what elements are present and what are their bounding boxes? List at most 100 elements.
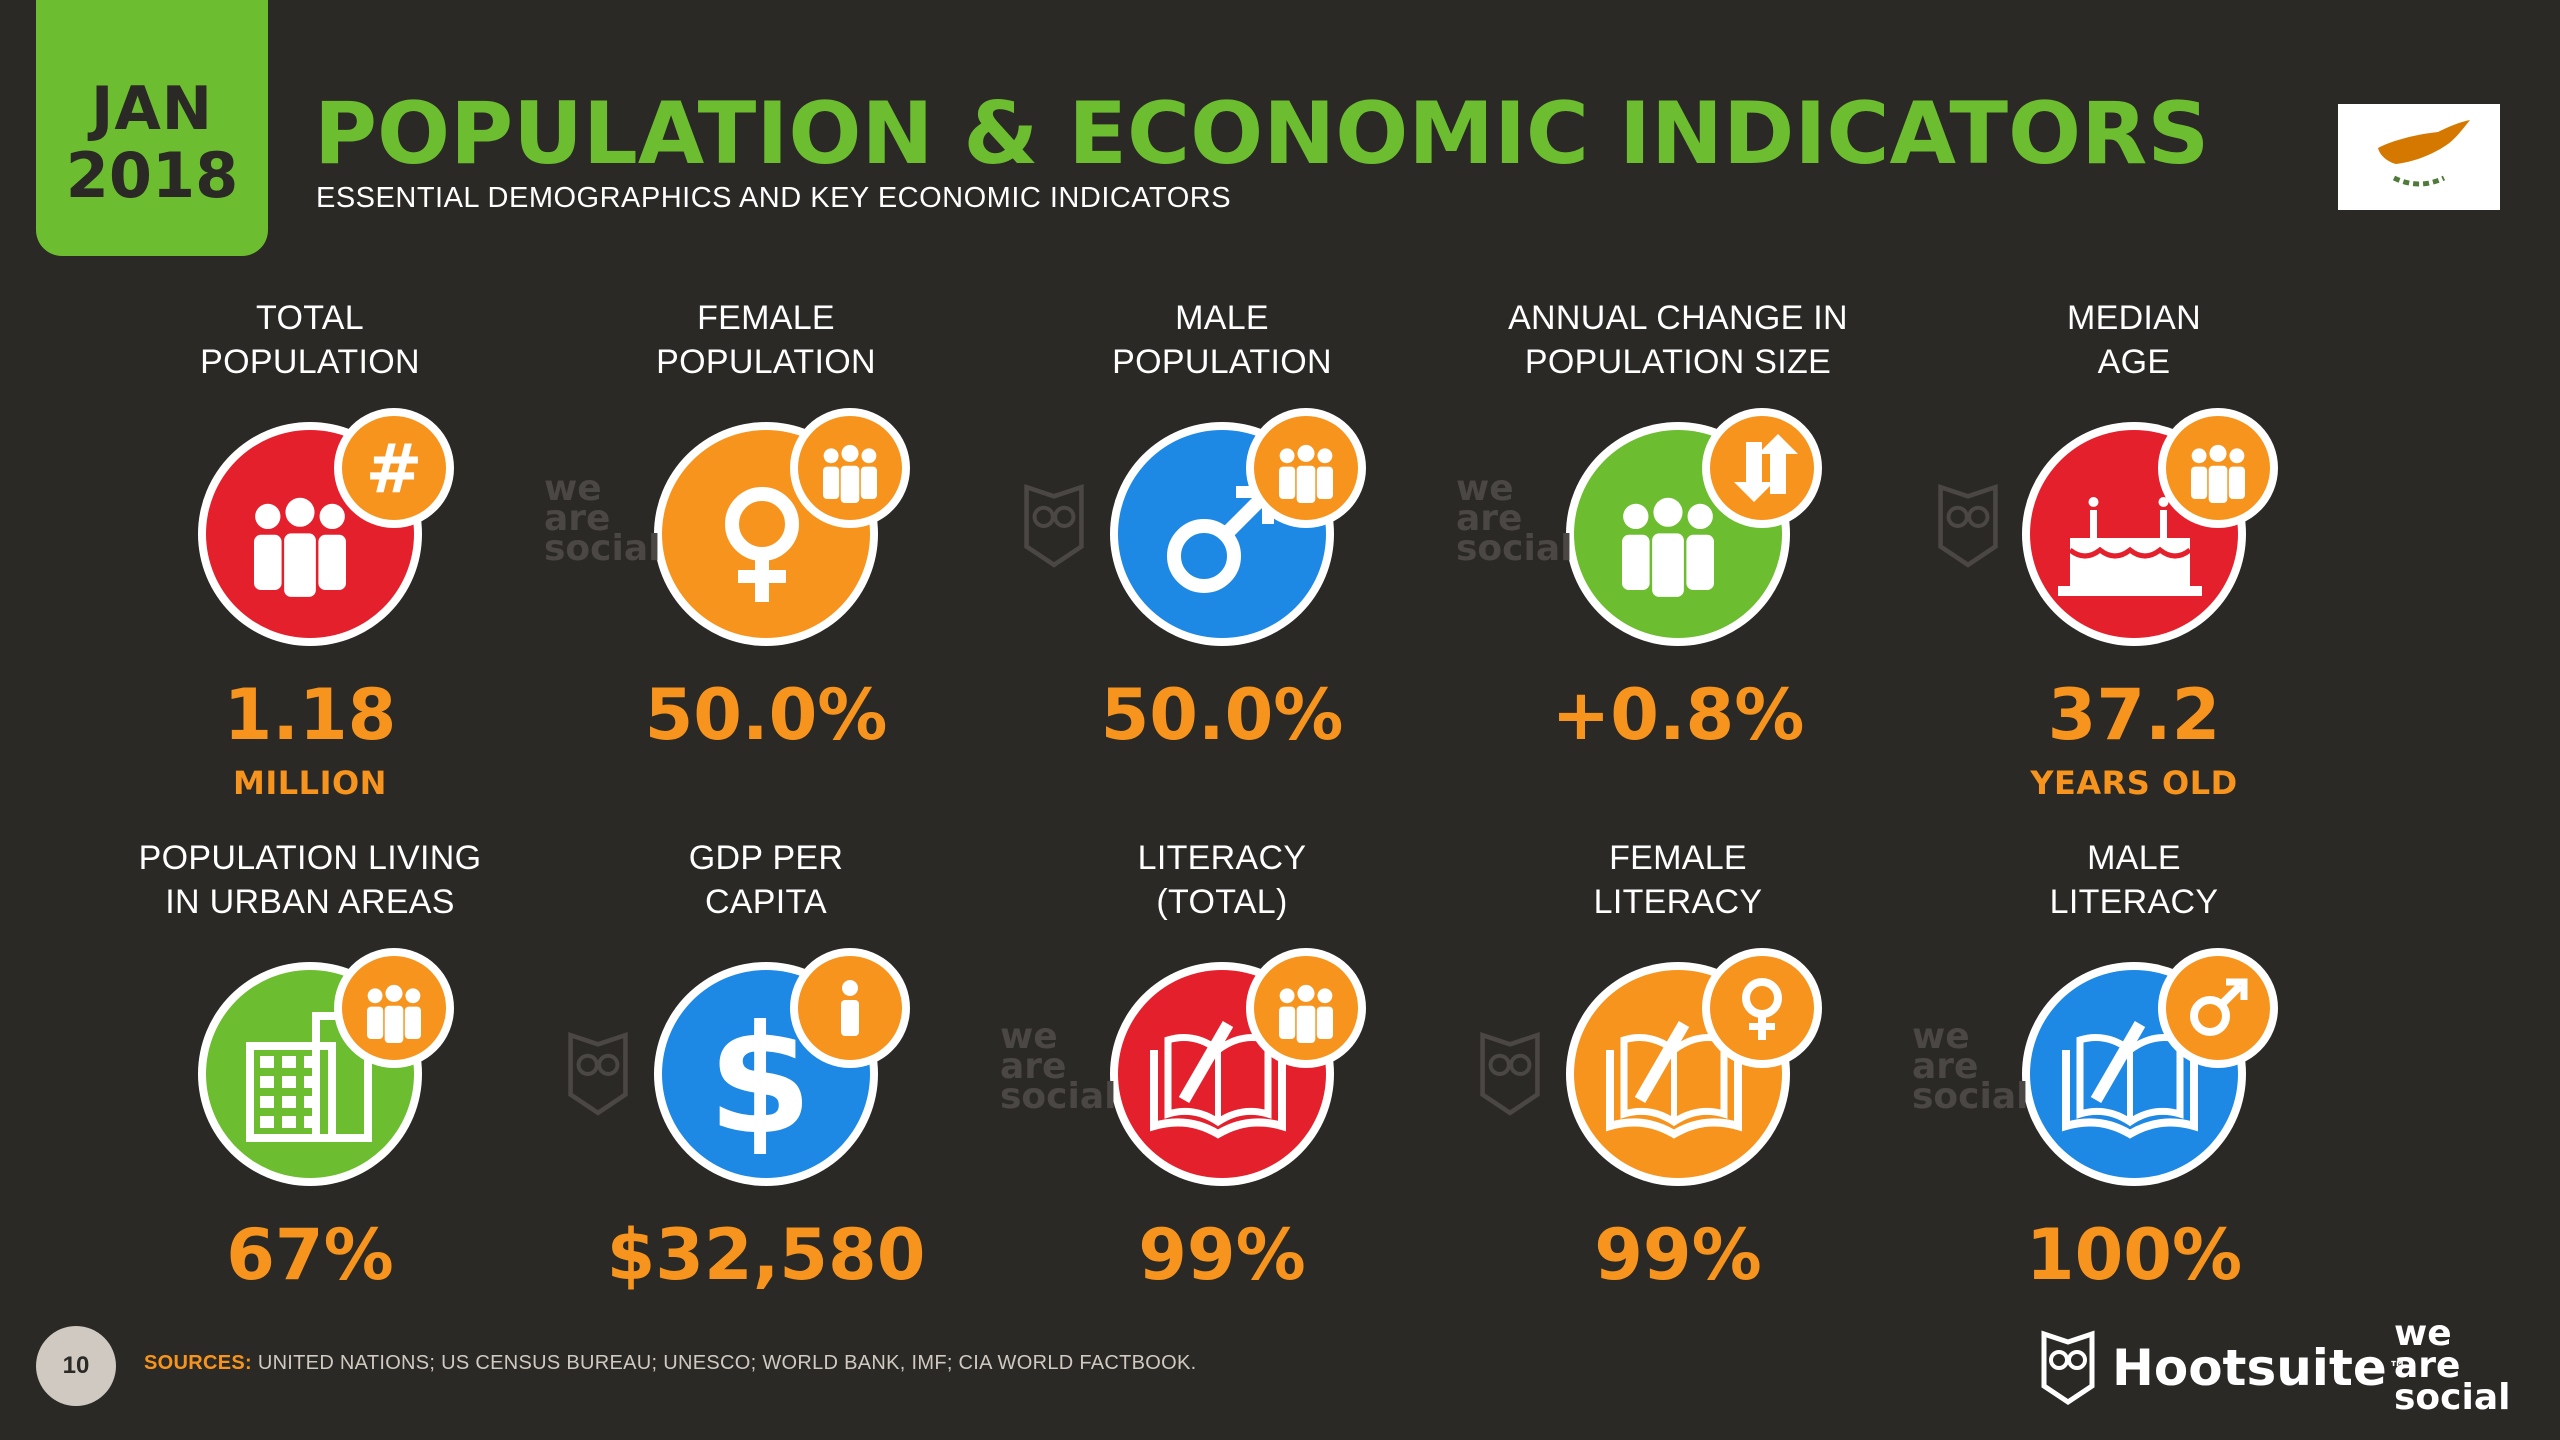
indicator-label-line-2: (TOTAL) bbox=[1156, 883, 1288, 921]
watermark-line: are bbox=[544, 498, 611, 539]
indicator-card: POPULATION LIVING IN URBAN AREAS 67% bbox=[100, 836, 520, 1290]
people-icon-badge bbox=[790, 408, 910, 528]
owl-icon bbox=[2041, 1330, 2095, 1406]
hootsuite-logo: Hootsuite ™ bbox=[2040, 1330, 2407, 1406]
indicator-unit: YEARS OLD bbox=[2030, 764, 2238, 802]
indicator-label-line-1: FEMALE bbox=[1609, 839, 1747, 877]
hootsuite-wordmark: Hootsuite bbox=[2112, 1339, 2387, 1397]
people-icon-badge bbox=[1246, 948, 1366, 1068]
indicator-label-line-2: LITERACY bbox=[2049, 883, 2219, 921]
indicator-label-line-1: TOTAL bbox=[256, 299, 364, 337]
indicator-card: FEMALE LITERACY 99% bbox=[1468, 836, 1888, 1290]
watermark-line: social bbox=[544, 528, 661, 569]
indicator-label-line-2: IN URBAN AREAS bbox=[165, 883, 455, 921]
indicator-label-line-2: LITERACY bbox=[1593, 883, 1763, 921]
indicator-icon: $ bbox=[556, 944, 976, 1194]
indicator-label-line-2: POPULATION bbox=[1112, 343, 1332, 381]
indicator-icon bbox=[556, 404, 976, 654]
indicator-card: ANNUAL CHANGE IN POPULATION SIZE +0.8% bbox=[1468, 296, 1888, 750]
indicator-label-line-1: ANNUAL CHANGE IN bbox=[1508, 299, 1848, 337]
indicator-card: LITERACY (TOTAL) 99% bbox=[1012, 836, 1432, 1290]
we-are-social-watermark: we are social bbox=[1912, 1016, 2029, 1117]
indicator-icon bbox=[1468, 404, 1888, 654]
people-icon-badge bbox=[2158, 408, 2278, 528]
watermark-line: we bbox=[1912, 1016, 1970, 1057]
indicator-label-line-1: POPULATION LIVING bbox=[138, 839, 482, 877]
owl-watermark-icon bbox=[1938, 483, 1998, 568]
watermark-line: we bbox=[1000, 1016, 1058, 1057]
indicator-label-line-1: MALE bbox=[2087, 839, 2181, 877]
indicator-card: MALE LITERACY 100% bbox=[1924, 836, 2344, 1290]
was-line-3: social bbox=[2394, 1377, 2511, 1418]
indicator-icon bbox=[1924, 944, 2344, 1194]
indicator-label: POPULATION LIVING IN URBAN AREAS bbox=[100, 836, 520, 926]
watermark-line: are bbox=[1456, 498, 1523, 539]
indicator-value: 99% bbox=[1138, 1214, 1306, 1296]
we-are-social-logo: we are social bbox=[2394, 1313, 2511, 1418]
indicator-label-line-2: POPULATION SIZE bbox=[1524, 343, 1832, 381]
people-icon-badge bbox=[1246, 408, 1366, 528]
indicator-value: $32,580 bbox=[606, 1214, 926, 1296]
indicator-value: 67% bbox=[226, 1214, 394, 1296]
owl-watermark-icon bbox=[1480, 1031, 1540, 1116]
watermark-line: we bbox=[544, 468, 602, 509]
watermark-line: we bbox=[1456, 468, 1514, 509]
indicator-label: ANNUAL CHANGE IN POPULATION SIZE bbox=[1468, 296, 1888, 386]
indicator-label-line-1: GDP PER bbox=[688, 839, 844, 877]
indicator-label-line-1: MALE bbox=[1175, 299, 1269, 337]
indicator-value: 37.2 bbox=[2047, 674, 2221, 756]
indicator-value: +0.8% bbox=[1551, 674, 1805, 756]
indicator-label: FEMALE POPULATION bbox=[556, 296, 976, 386]
indicator-card: MALE POPULATION 50.0% bbox=[1012, 296, 1432, 750]
indicator-label-line-1: LITERACY bbox=[1137, 839, 1307, 877]
indicator-label: LITERACY (TOTAL) bbox=[1012, 836, 1432, 926]
indicator-value: 50.0% bbox=[1100, 674, 1344, 756]
indicator-label: MEDIAN AGE bbox=[1924, 296, 2344, 386]
date-year: 2018 bbox=[65, 139, 239, 212]
hash-icon-badge: # bbox=[334, 408, 454, 528]
indicator-label-line-2: POPULATION bbox=[200, 343, 420, 381]
owl-watermark-icon bbox=[1024, 483, 1084, 568]
indicator-label-line-2: CAPITA bbox=[704, 883, 828, 921]
sources-text: UNITED NATIONS; US CENSUS BUREAU; UNESCO… bbox=[251, 1352, 1197, 1374]
indicator-icon bbox=[100, 944, 520, 1194]
watermark-line: social bbox=[1456, 528, 1573, 569]
indicator-label: GDP PER CAPITA bbox=[556, 836, 976, 926]
indicator-icon bbox=[1012, 404, 1432, 654]
indicator-label-line-1: MEDIAN bbox=[2066, 299, 2202, 337]
date-tab: JAN 2018 bbox=[36, 0, 268, 256]
we-are-social-watermark: we are social bbox=[1000, 1016, 1117, 1117]
watermark-line: are bbox=[1000, 1046, 1067, 1087]
page-title: POPULATION & ECONOMIC INDICATORS bbox=[314, 84, 2210, 184]
watermark-line: social bbox=[1912, 1076, 2029, 1117]
indicator-label-line-2: AGE bbox=[2097, 343, 2171, 381]
watermark-line: are bbox=[1912, 1046, 1979, 1087]
indicator-icon bbox=[1012, 944, 1432, 1194]
indicator-value: 99% bbox=[1594, 1214, 1762, 1296]
indicator-value: 100% bbox=[2025, 1214, 2243, 1296]
indicator-label-line-2: POPULATION bbox=[656, 343, 876, 381]
indicator-label: FEMALE LITERACY bbox=[1468, 836, 1888, 926]
page-subtitle: ESSENTIAL DEMOGRAPHICS AND KEY ECONOMIC … bbox=[316, 182, 1232, 214]
indicator-icon: # bbox=[100, 404, 520, 654]
indicator-icon bbox=[1924, 404, 2344, 654]
up-down-arrows-icon-badge bbox=[1702, 408, 1822, 528]
indicator-label-line-1: FEMALE bbox=[697, 299, 835, 337]
indicator-icon bbox=[1468, 944, 1888, 1194]
people-icon-badge bbox=[334, 948, 454, 1068]
person-icon-badge bbox=[790, 948, 910, 1068]
sources-line: SOURCES: UNITED NATIONS; US CENSUS BUREA… bbox=[144, 1352, 1197, 1375]
was-line-2: are bbox=[2394, 1345, 2461, 1386]
indicator-value: 1.18 bbox=[223, 674, 397, 756]
indicator-label: MALE POPULATION bbox=[1012, 296, 1432, 386]
indicator-unit: MILLION bbox=[233, 764, 387, 802]
watermark-line: social bbox=[1000, 1076, 1117, 1117]
indicator-card: MEDIAN AGE 37.2 YEARS OLD bbox=[1924, 296, 2344, 802]
indicator-card: TOTAL POPULATION #1.18 MILLION bbox=[100, 296, 520, 802]
indicator-label: MALE LITERACY bbox=[1924, 836, 2344, 926]
we-are-social-watermark: we are social bbox=[1456, 468, 1573, 569]
was-line-1: we bbox=[2394, 1313, 2452, 1354]
indicator-value: 50.0% bbox=[644, 674, 888, 756]
date-month: JAN bbox=[91, 74, 213, 144]
